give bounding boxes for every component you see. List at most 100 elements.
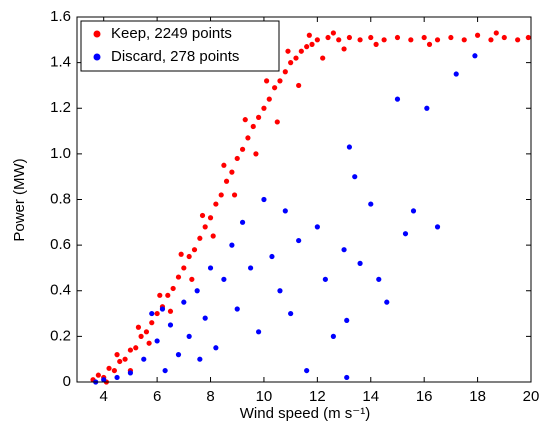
point <box>167 308 174 314</box>
point <box>191 247 198 253</box>
point <box>314 37 320 43</box>
point <box>306 32 312 38</box>
point <box>322 276 328 282</box>
point <box>245 135 251 141</box>
point <box>234 155 240 162</box>
point <box>239 219 246 225</box>
point <box>149 310 155 317</box>
point <box>277 288 283 294</box>
y-tick-label: 0.8 <box>50 190 71 207</box>
point <box>336 37 342 43</box>
point <box>221 276 227 282</box>
point <box>189 276 195 282</box>
point <box>264 78 270 84</box>
legend-marker <box>93 53 101 61</box>
legend-box <box>80 20 280 72</box>
point <box>181 299 187 305</box>
point <box>434 37 441 43</box>
point <box>384 299 390 305</box>
x-tick-label: 12 <box>309 388 326 405</box>
legend-label: Discard, 278 points <box>111 48 239 65</box>
point <box>213 345 219 351</box>
y-tick-label: 0.2 <box>50 327 71 344</box>
point <box>111 367 117 374</box>
point <box>256 329 262 335</box>
point <box>488 37 494 43</box>
point <box>218 192 224 198</box>
y-tick-label: 0.6 <box>50 236 71 253</box>
point <box>231 192 238 198</box>
point <box>141 356 147 362</box>
point <box>394 96 401 102</box>
point <box>296 82 302 89</box>
point <box>421 34 427 41</box>
point <box>199 212 206 219</box>
point <box>352 174 358 180</box>
point <box>202 224 208 230</box>
point <box>461 37 467 43</box>
point <box>314 224 320 230</box>
point <box>525 34 531 41</box>
point <box>341 46 347 52</box>
plot-frame <box>76 16 532 383</box>
y-tick-label: 0 <box>63 373 71 390</box>
point <box>330 30 336 36</box>
point <box>346 144 352 150</box>
point <box>242 117 248 123</box>
y-tick-label: 1.4 <box>50 54 71 71</box>
point <box>394 34 401 41</box>
point <box>434 224 441 230</box>
x-tick-label: 14 <box>362 388 379 405</box>
x-tick-label: 20 <box>523 388 540 405</box>
y-tick-label: 1.6 <box>50 8 71 25</box>
point <box>408 37 414 43</box>
point <box>261 105 267 111</box>
point <box>146 340 152 346</box>
point <box>346 34 352 41</box>
point <box>170 285 176 292</box>
point <box>159 306 166 312</box>
point <box>175 352 182 358</box>
point <box>221 162 227 168</box>
point <box>167 322 174 328</box>
point <box>223 178 230 184</box>
point <box>453 71 459 77</box>
point <box>210 233 216 239</box>
point <box>285 48 291 54</box>
point <box>106 365 112 371</box>
y-tick-label: 0.4 <box>50 282 71 299</box>
point <box>165 292 171 298</box>
point <box>426 41 433 47</box>
y-axis-label: Power (MW) <box>11 158 28 241</box>
point <box>213 201 219 207</box>
x-tick-label: 8 <box>206 388 214 405</box>
point <box>277 78 283 84</box>
point <box>229 242 235 248</box>
point <box>288 310 294 317</box>
point <box>472 53 478 59</box>
point <box>197 356 203 362</box>
point <box>175 274 182 280</box>
point <box>341 247 347 253</box>
point <box>114 374 120 381</box>
point <box>501 34 507 41</box>
point <box>373 41 379 47</box>
point <box>410 208 417 214</box>
point <box>154 338 160 344</box>
point <box>186 333 192 339</box>
point <box>178 251 184 257</box>
point <box>194 288 200 294</box>
point <box>197 235 203 241</box>
point <box>138 333 144 339</box>
legend-label: Keep, 2249 points <box>111 25 232 42</box>
point <box>330 333 336 339</box>
point <box>357 37 363 43</box>
point <box>344 374 350 381</box>
point <box>448 34 454 41</box>
point <box>325 34 331 41</box>
point <box>95 372 101 378</box>
point <box>157 292 163 298</box>
x-tick-label: 6 <box>153 388 161 405</box>
y-tick-label: 1.2 <box>50 99 71 116</box>
